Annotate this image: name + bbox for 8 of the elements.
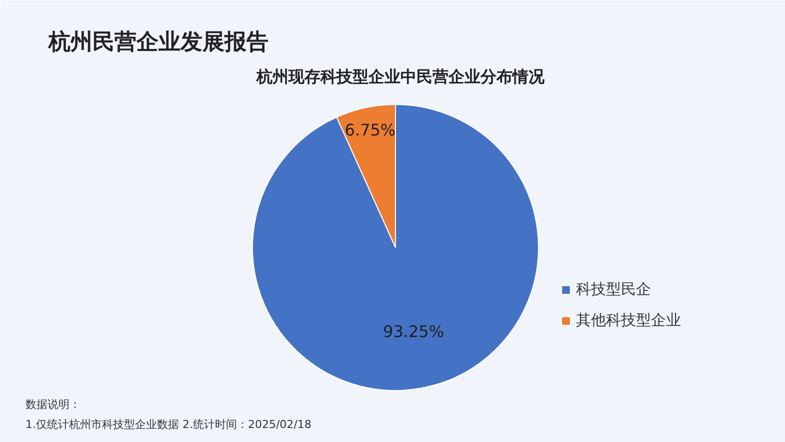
data-label: 93.25% bbox=[383, 322, 444, 341]
chart-subtitle: 杭州现存科技型企业中民营企业分布情况 bbox=[256, 67, 546, 86]
legend-label: 其他科技型企业 bbox=[576, 311, 681, 330]
legend-label: 科技型民企 bbox=[576, 280, 651, 299]
data-label: 6.75% bbox=[344, 120, 396, 140]
chart-title: 杭州民营企业发展报告 bbox=[48, 29, 268, 55]
text: 1.仅统计杭州市科技型企业数据 2.统计时间：2025/02/18 bbox=[26, 418, 312, 431]
text: 数据说明： bbox=[26, 398, 80, 411]
